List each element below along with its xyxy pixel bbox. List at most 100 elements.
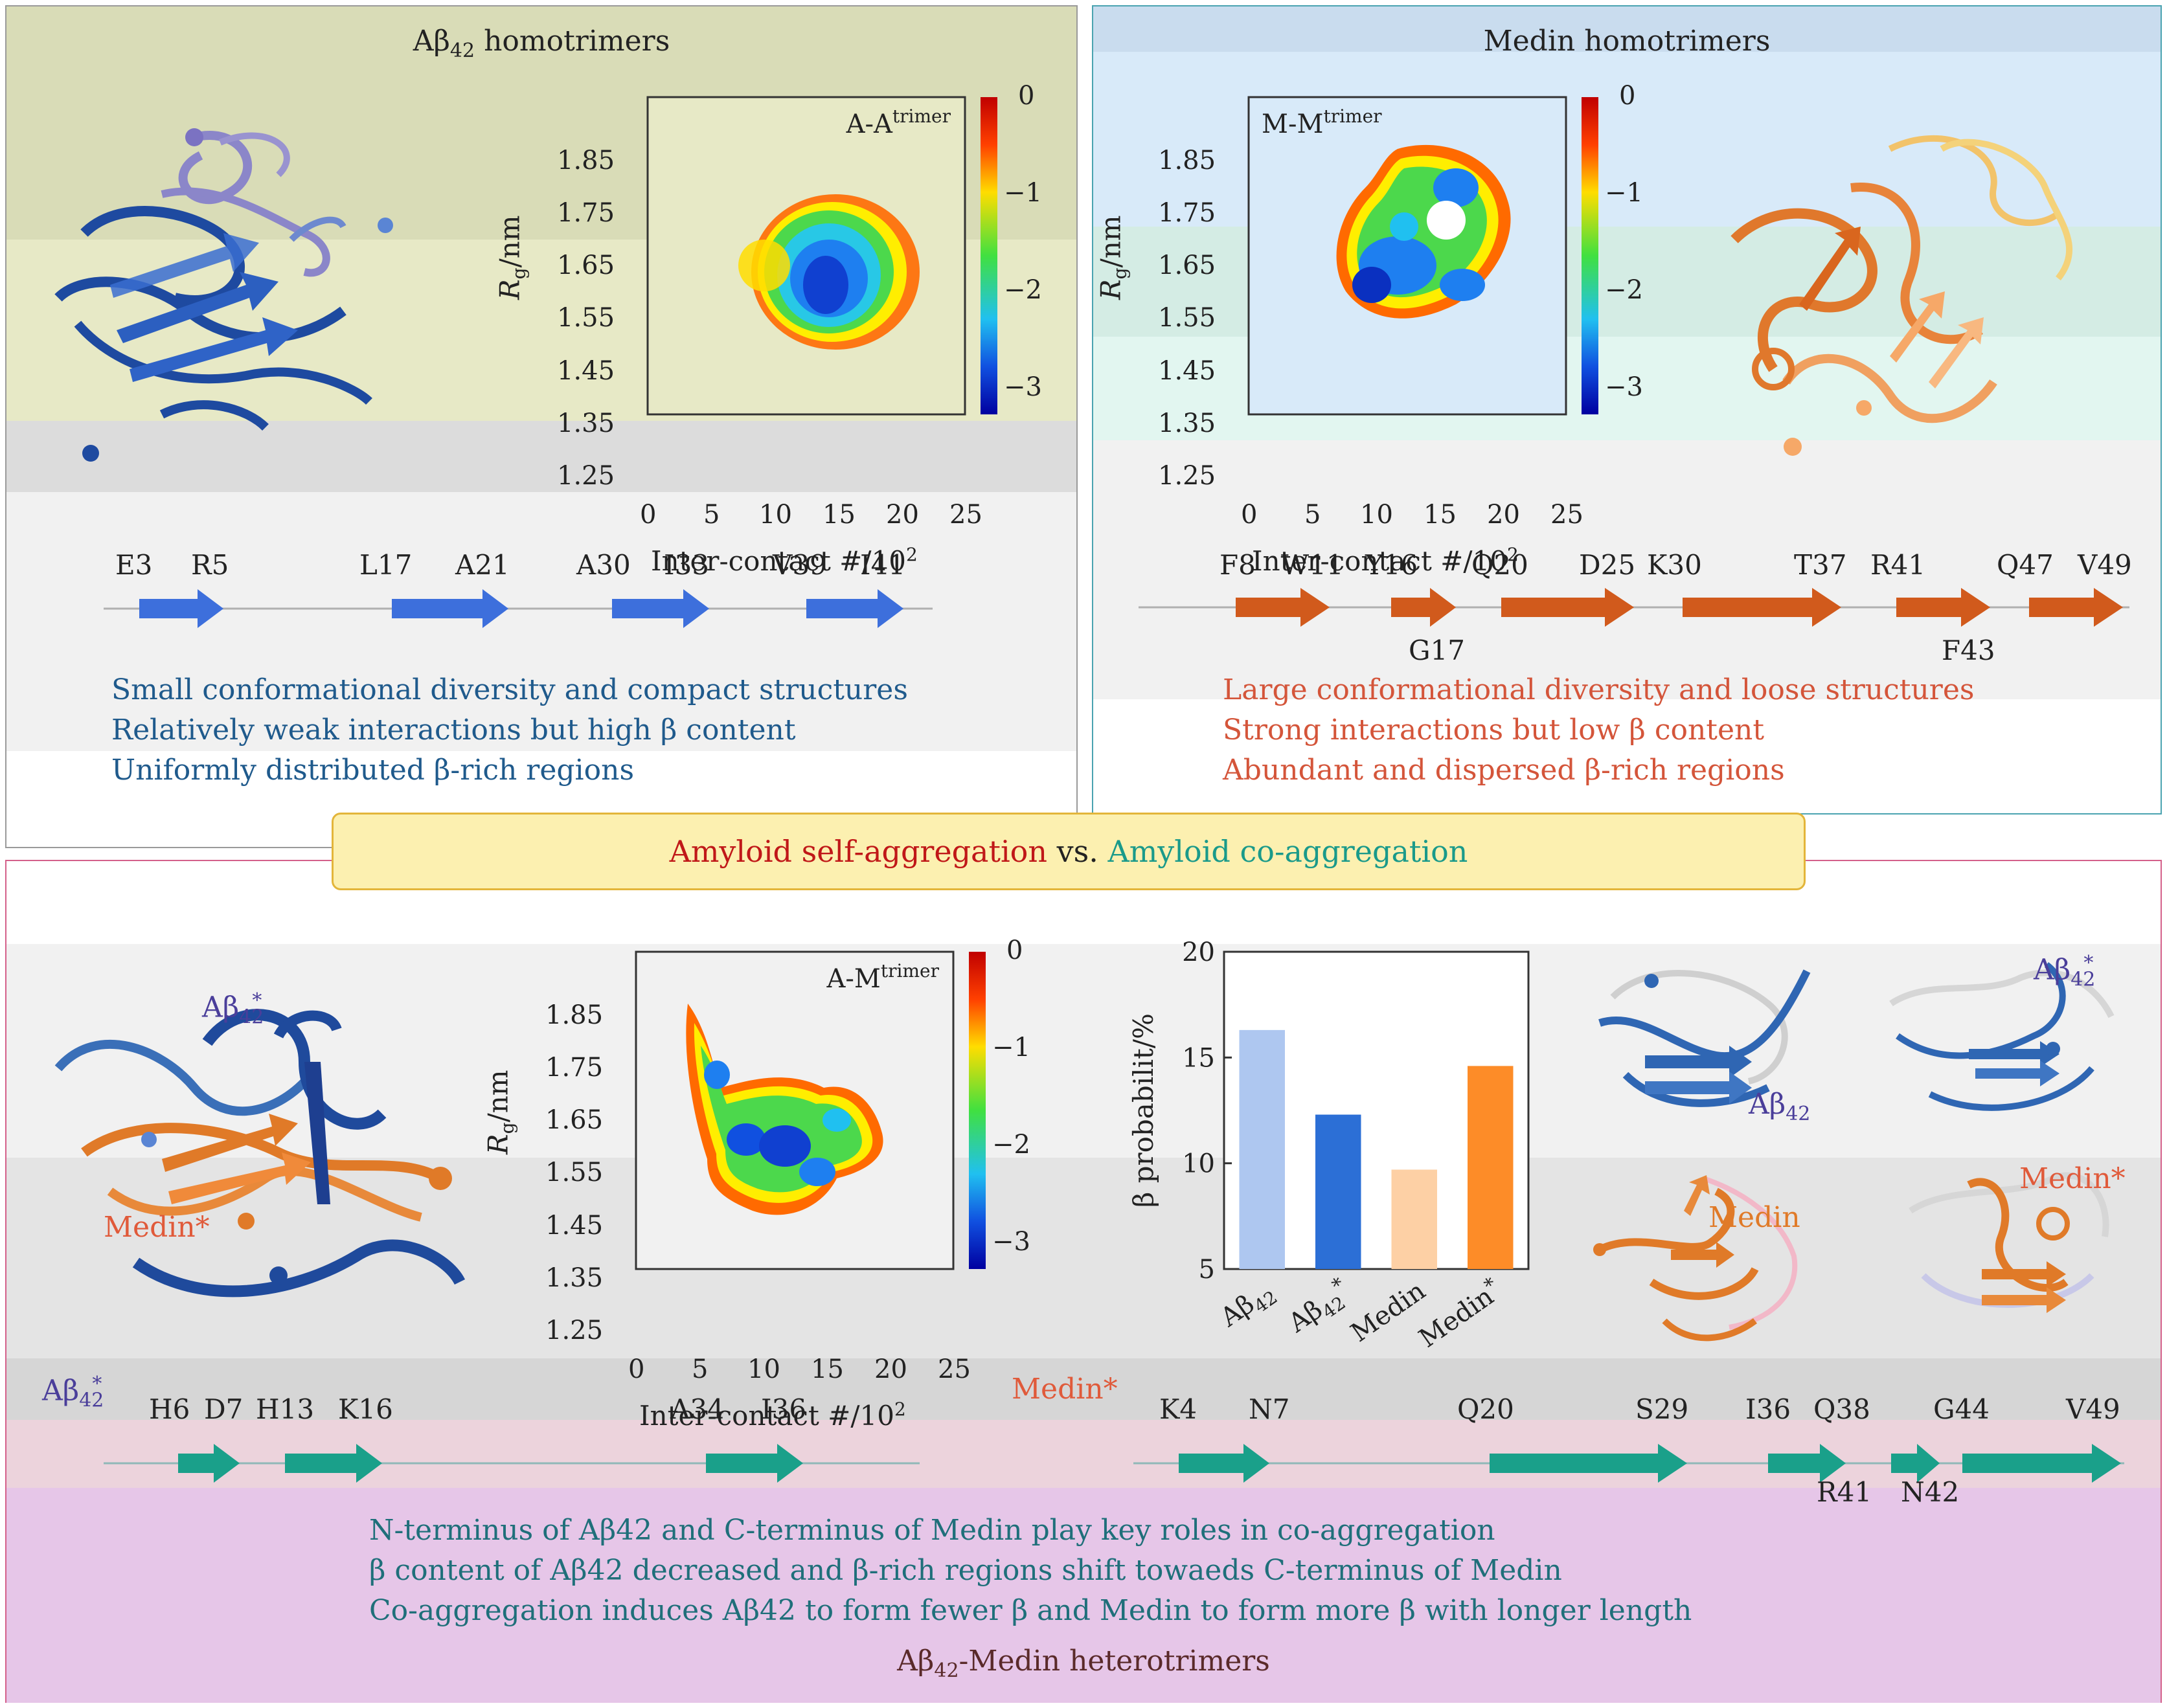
heatmap-mm: M-Mtrimer 1.85 1.75 1.65 1.55 1.45 1.35 … [1093,71,1650,577]
res-R5: R5 [191,549,229,581]
aa-y-tick-145: 1.45 [557,356,615,386]
abeta-star-monomer-structure [1889,962,2115,1111]
am-cbar-tick-1: −1 [992,1033,1030,1062]
res-H6: H6 [149,1393,190,1425]
am-x-tick-15: 15 [811,1354,844,1384]
band-light-grey-r [1093,440,2161,699]
medin-star-sequence-track [1133,1444,2124,1483]
mm-x-tick-20: 20 [1487,500,1520,530]
label-abeta-star: Aβ42* [202,989,264,1029]
panel-abeta-homotrimers: Aβ42 homotrimers A-Atrimer [5,5,1078,848]
mm-y-tick-155: 1.55 [1158,303,1216,333]
label-medin: Medin [1708,1201,1800,1234]
res-L17: L17 [359,549,413,581]
res-K30: K30 [1647,549,1702,581]
res-E3: E3 [115,549,153,581]
res-H13: H13 [256,1393,315,1425]
bar-xtick-label: Medin* [1412,1273,1507,1353]
mm-cbar-tick-0: 0 [1619,81,1636,111]
heatmap-am-svg: A-Mtrimer [635,950,986,1270]
am-y-tick-175: 1.75 [545,1053,604,1083]
am-y-tick-135: 1.35 [545,1263,604,1293]
mm-y-tick-185: 1.85 [1158,146,1216,175]
res-T37: T37 [1794,549,1847,581]
res-V49b: V49 [2066,1393,2120,1425]
res-I36b: I36 [1745,1393,1791,1425]
aa-y-tick-175: 1.75 [557,198,615,228]
medin-monomer-structure [1593,1175,1798,1342]
heatmap-aa: A-Atrimer 1.85 1.75 1.65 1.55 1.45 1.35 … [486,71,1043,577]
am-x-tick-10: 10 [747,1354,780,1384]
mm-y-tick-135: 1.35 [1158,409,1216,438]
aa-y-tick-155: 1.55 [557,303,615,333]
heatmap-mm-svg: M-Mtrimer [1247,96,1598,416]
aa-x-tick-25: 25 [949,500,982,530]
mm-x-tick-10: 10 [1360,500,1393,530]
medin-trimer-structure [1730,135,2073,456]
medin-sequence-track [1139,588,2129,627]
track-label-medin: Medin* [1012,1373,1118,1406]
label-abeta42: Aβ42 [1749,1088,1811,1125]
aa-y-tick-135: 1.35 [557,409,615,438]
res-G44: G44 [1933,1393,1990,1425]
banner-self-aggregation: Amyloid self-aggregation [669,834,1047,869]
heterotrimer-structure [54,1009,466,1298]
panel-medin-homotrimers: Medin homotrimers M-Mtrimer 1.85 1.75 1.… [1092,5,2162,815]
aa-x-tick-5: 5 [703,500,720,530]
finding-hetero-2: β content of Aβ42 decreased and β-rich r… [369,1554,1562,1587]
bar-aβ42 [1239,1029,1285,1269]
bar-ylabel: β probabilit/% [1128,1013,1159,1208]
finding-abeta-3: Uniformly distributed β-rich regions [111,754,635,787]
panel-heterotrimers: Aβ42* Medin* A-Mtrimer 1.85 1.75 1.65 1.… [5,860,2162,1703]
aa-cbar-tick-2: −2 [1004,275,1042,305]
mm-x-tick-15: 15 [1424,500,1457,530]
bar-ytick-label: 5 [1199,1255,1215,1285]
res-R41: R41 [1870,549,1926,581]
mm-cbar-tick-2: −2 [1605,275,1643,305]
bar-xtick-label: Medin [1346,1276,1431,1349]
res-R41b: R41 [1817,1476,1872,1508]
mm-y-tick-175: 1.75 [1158,198,1216,228]
res-I41: I41 [860,549,906,581]
abeta-star-sequence-track [104,1444,920,1483]
heatmap-am: A-Mtrimer 1.85 1.75 1.65 1.55 1.45 1.35 … [474,926,1031,1432]
label-medin-star-small: Medin* [2019,1162,2126,1195]
res-D7: D7 [204,1393,244,1425]
res-K16: K16 [338,1393,393,1425]
finding-medin-1: Large conformational diversity and loose… [1223,673,1975,706]
mm-x-tick-25: 25 [1550,500,1583,530]
res-D25: D25 [1579,549,1636,581]
heatmap-am-label: A-Mtrimer [826,960,940,994]
res-A34: A34 [670,1393,725,1425]
mm-y-tick-165: 1.65 [1158,251,1216,280]
aa-cbar-tick-1: −1 [1004,178,1042,208]
label-abeta42-star-small: Aβ42* [2034,952,2096,991]
mm-y-tick-145: 1.45 [1158,356,1216,386]
band-blue [1093,6,2161,52]
am-x-tick-25: 25 [938,1354,971,1384]
finding-hetero-3: Co-aggregation induces Aβ42 to form fewe… [369,1594,1692,1627]
panel-title-abeta: Aβ42 homotrimers [413,25,670,62]
aa-x-tick-15: 15 [823,500,856,530]
band-light-grey [6,492,1076,751]
aa-cbar-tick-3: −3 [1004,372,1042,402]
finding-hetero-1: N-terminus of Aβ42 and C-terminus of Med… [369,1514,1495,1547]
am-y-tick-185: 1.85 [545,1000,604,1030]
res-Q20b: Q20 [1457,1393,1514,1425]
am-y-tick-155: 1.55 [545,1158,604,1187]
am-ylabel: Rg/nm [482,1070,518,1154]
res-K4: K4 [1159,1393,1197,1425]
abeta-monomer-structure [1598,969,1811,1107]
res-N42: N42 [1901,1476,1960,1508]
aa-y-tick-185: 1.85 [557,146,615,175]
res-Q38: Q38 [1813,1393,1870,1425]
res-Y16: Y16 [1365,549,1418,581]
aa-ylabel: Rg/nm [494,215,530,300]
mm-y-tick-125: 1.25 [1158,461,1216,491]
aa-y-tick-165: 1.65 [557,251,615,280]
center-banner: Amyloid self-aggregation vs. Amyloid co-… [332,813,1806,890]
label-medin-star: Medin* [104,1211,210,1244]
mm-x-tick-0: 0 [1241,500,1258,530]
finding-abeta-1: Small conformational diversity and compa… [111,673,908,706]
